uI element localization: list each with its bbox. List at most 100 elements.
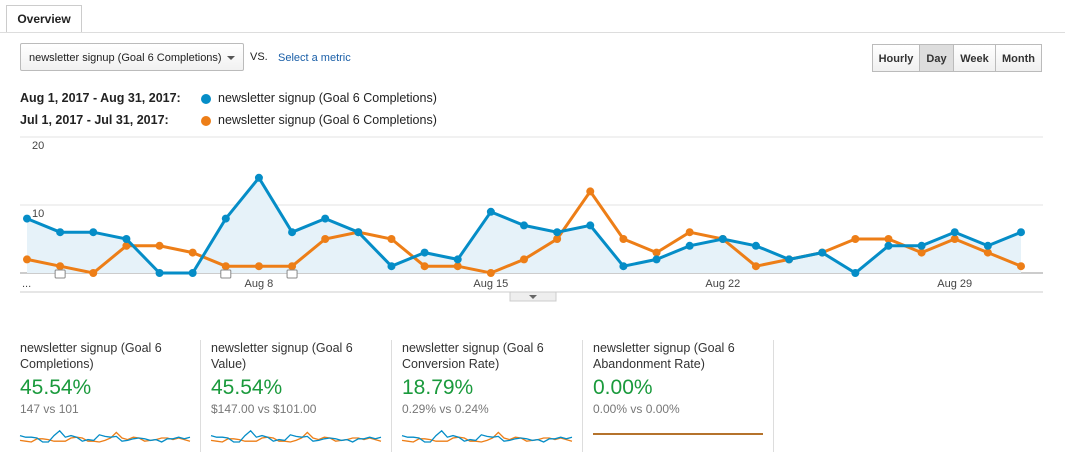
- y-tick-label: 10: [32, 208, 44, 220]
- data-point: [486, 207, 495, 216]
- separator: [582, 340, 583, 452]
- data-point: [254, 173, 263, 182]
- x-tick-label: Aug 15: [473, 278, 508, 290]
- granularity-button[interactable]: Day: [919, 44, 954, 72]
- vs-label: VS.: [250, 51, 268, 63]
- data-point: [188, 248, 197, 257]
- legend-period: Jul 1, 2017 - Jul 31, 2017:: [20, 113, 169, 127]
- data-point: [586, 187, 595, 196]
- data-point: [420, 262, 429, 271]
- legend-label: newsletter signup (Goal 6 Completions): [218, 91, 437, 105]
- scorecard-change: 18.79%: [402, 376, 474, 399]
- scorecard: newsletter signup (Goal 6 Abandonment Ra…: [593, 340, 768, 416]
- data-point: [553, 228, 562, 237]
- granularity-button[interactable]: Week: [953, 44, 996, 72]
- scorecard-change: 45.54%: [20, 376, 92, 399]
- divider: [0, 32, 1065, 33]
- scorecard: newsletter signup (Goal 6 Completions) 45…: [20, 340, 195, 416]
- data-point: [288, 228, 297, 237]
- data-point: [1017, 228, 1025, 237]
- data-point: [89, 228, 98, 237]
- sparkline: [210, 431, 382, 443]
- scorecard-title: newsletter signup (Goal 6 Abandonment Ra…: [593, 341, 735, 371]
- data-point: [553, 235, 562, 243]
- x-tick-label: ...: [22, 278, 31, 290]
- data-point: [453, 262, 462, 271]
- granularity-button[interactable]: Hourly: [872, 44, 920, 72]
- sparkline: [19, 429, 191, 443]
- data-point: [89, 269, 98, 277]
- granularity-button[interactable]: Month: [995, 44, 1042, 72]
- scorecard-title: newsletter signup (Goal 6 Completions): [20, 341, 162, 371]
- data-point: [420, 248, 429, 257]
- scorecard-comparison: $147.00 vs $101.00: [211, 402, 317, 416]
- separator: [773, 340, 774, 452]
- data-point: [122, 235, 131, 243]
- x-tick-label: Aug 22: [705, 278, 740, 290]
- separator: [200, 340, 201, 452]
- data-point: [619, 262, 628, 271]
- data-point: [983, 241, 992, 250]
- data-point: [950, 228, 959, 237]
- data-point: [221, 262, 230, 271]
- compare-link[interactable]: Select a metric: [278, 52, 351, 64]
- data-point: [486, 269, 495, 277]
- sparkline: [19, 431, 191, 443]
- data-point: [221, 214, 230, 223]
- data-point: [983, 248, 992, 257]
- data-point: [785, 255, 794, 264]
- data-point: [950, 235, 959, 243]
- data-point: [387, 262, 396, 271]
- annotation-icon: [220, 269, 232, 279]
- y-tick-label: 20: [32, 140, 44, 152]
- data-point: [751, 241, 760, 250]
- data-point: [321, 235, 330, 243]
- data-point: [917, 248, 926, 257]
- scorecard-change: 45.54%: [211, 376, 283, 399]
- data-point: [387, 235, 396, 243]
- data-point: [354, 228, 363, 237]
- separator: [391, 340, 392, 452]
- scorecard-comparison: 0.00% vs 0.00%: [593, 402, 680, 416]
- data-point: [321, 214, 330, 223]
- data-point: [818, 248, 827, 257]
- data-point: [586, 221, 595, 230]
- annotation-icon: [54, 269, 66, 279]
- data-point: [288, 262, 297, 271]
- data-point: [520, 221, 528, 230]
- sparkline: [401, 431, 573, 443]
- data-point: [23, 214, 31, 223]
- data-point: [652, 255, 661, 264]
- sparkline: [210, 429, 382, 443]
- data-point: [652, 248, 661, 257]
- scorecard: newsletter signup (Goal 6 Value) 45.54% $1…: [211, 340, 386, 416]
- tab[interactable]: Overview: [6, 5, 82, 33]
- legend-swatch: [201, 116, 211, 126]
- data-point: [851, 269, 860, 277]
- data-point: [718, 235, 727, 243]
- scorecard-change: 0.00%: [593, 376, 653, 399]
- scorecard-comparison: 0.29% vs 0.24%: [402, 402, 489, 416]
- data-point: [23, 255, 31, 264]
- x-tick-label: Aug 8: [245, 278, 274, 290]
- data-point: [155, 269, 164, 277]
- data-point: [453, 255, 462, 264]
- data-point: [56, 228, 65, 237]
- data-point: [884, 241, 893, 250]
- data-point: [1017, 262, 1025, 271]
- data-point: [122, 241, 131, 250]
- metric-dropdown[interactable]: newsletter signup (Goal 6 Completions): [20, 43, 244, 71]
- data-point: [851, 235, 860, 243]
- scorecard: newsletter signup (Goal 6 Conversion Rat…: [402, 340, 577, 416]
- data-point: [751, 262, 760, 271]
- scorecard-title: newsletter signup (Goal 6 Value): [211, 341, 353, 371]
- annotation-icon: [286, 269, 298, 279]
- data-point: [685, 241, 694, 250]
- x-tick-label: Aug 29: [937, 278, 972, 290]
- data-point: [254, 262, 263, 271]
- data-point: [619, 235, 628, 243]
- data-point: [155, 241, 164, 250]
- legend-period: Aug 1, 2017 - Aug 31, 2017:: [20, 91, 181, 105]
